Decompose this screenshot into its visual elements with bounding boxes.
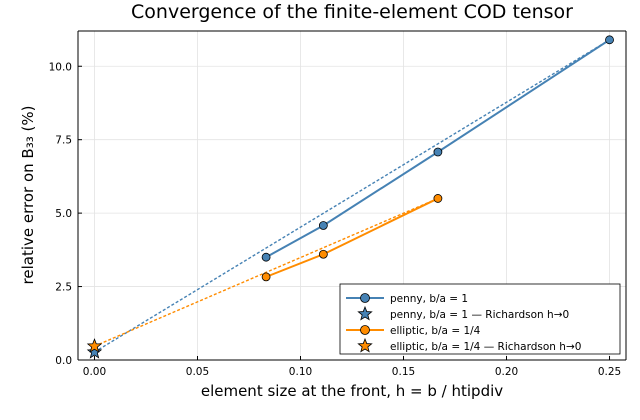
legend-label: penny, b/a = 1 <box>390 293 468 305</box>
richardson-fit-line <box>94 39 610 353</box>
legend: penny, b/a = 1 penny, b/a = 1 — Richardso… <box>339 283 621 355</box>
series-line <box>265 38 611 259</box>
series-layer <box>86 35 614 359</box>
y-axis-title: relative error on B₃₃ (%) <box>19 106 37 285</box>
y-tick-label: 5.0 <box>55 208 72 220</box>
data-point <box>433 147 443 157</box>
data-point <box>318 221 328 230</box>
x-tick-label: 0.15 <box>392 366 415 378</box>
y-tick-label: 0.0 <box>55 355 72 367</box>
x-tick-label: 0.05 <box>186 366 209 378</box>
legend-box <box>339 283 621 355</box>
y-tick-label: 2.5 <box>55 282 72 294</box>
data-point <box>318 249 328 259</box>
data-point <box>433 194 443 203</box>
legend-label: elliptic, b/a = 1/4 — Richardson h→0 <box>390 341 581 353</box>
y-ticks: 0.0 2.5 5.0 7.5 10.0 <box>49 61 82 367</box>
data-point <box>261 252 271 262</box>
data-point <box>261 272 271 282</box>
richardson-fit-line <box>94 197 439 347</box>
x-tick-label: 0.00 <box>83 366 106 378</box>
x-axis-title: element size at the front, h = b / htipd… <box>201 382 503 400</box>
x-tick-label: 0.10 <box>289 366 312 378</box>
x-tick-label: 0.20 <box>495 366 518 378</box>
legend-label: penny, b/a = 1 — Richardson h→0 <box>390 309 569 321</box>
data-point <box>605 35 614 45</box>
legend-marker <box>360 325 370 335</box>
legend-label: elliptic, b/a = 1/4 <box>390 325 481 337</box>
y-tick-label: 10.0 <box>49 61 72 73</box>
x-tick-label: 0.25 <box>598 366 621 378</box>
richardson-point <box>86 338 103 353</box>
legend-marker <box>357 337 373 353</box>
x-ticks: 0.00 0.05 0.10 0.15 0.20 0.25 <box>83 356 621 378</box>
chart-title: Convergence of the finite-element COD te… <box>131 1 573 23</box>
y-tick-label: 7.5 <box>55 135 72 147</box>
legend-marker <box>357 305 373 321</box>
richardson-point <box>86 343 103 359</box>
legend-marker <box>360 293 370 303</box>
